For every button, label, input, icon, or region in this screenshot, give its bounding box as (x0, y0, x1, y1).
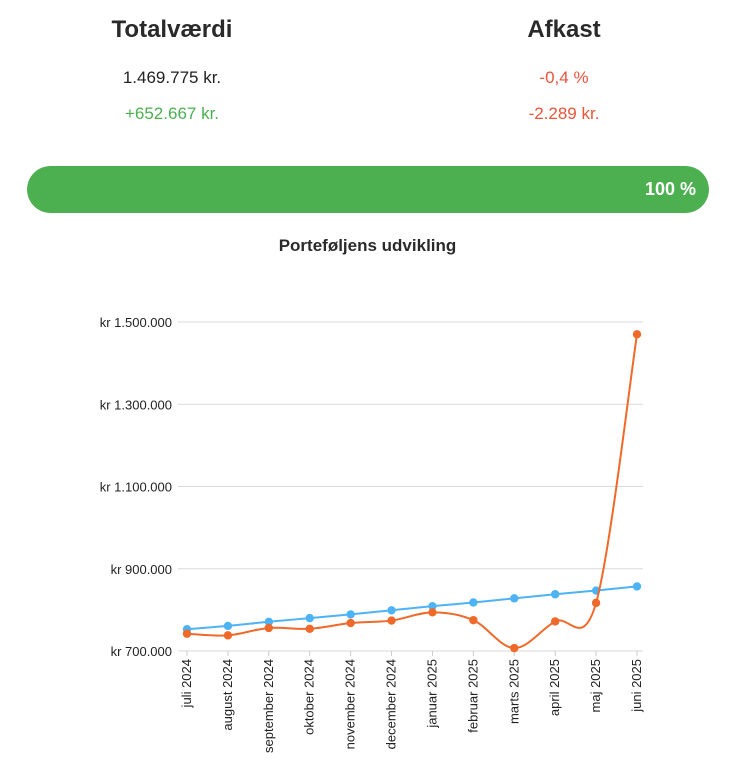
return-block: Afkast -0,4 % -2.289 kr. (414, 0, 714, 125)
data-point (387, 616, 396, 625)
x-tick-label: februar 2025 (465, 659, 480, 733)
data-point (223, 621, 233, 631)
data-point (428, 608, 437, 617)
x-tick-label: december 2024 (384, 659, 399, 749)
x-tick-label: april 2025 (547, 659, 562, 716)
x-tick-label: juni 2025 (629, 659, 644, 713)
return-amount: -2.289 kr. (528, 104, 600, 123)
progress-label: 100 % (644, 179, 696, 199)
data-point (264, 623, 274, 633)
total-value-change: +652.667 kr. (124, 104, 220, 123)
series-line (186, 585, 638, 631)
data-point (510, 643, 519, 653)
y-tick-label: kr 700.000 (111, 644, 172, 659)
progress-fill (27, 166, 709, 213)
y-tick-label: kr 1.300.000 (100, 397, 172, 412)
data-point (305, 613, 314, 623)
total-value-title: Totalværdi (111, 16, 233, 43)
total-value-amount: 1.469.775 kr. (122, 68, 222, 87)
return-percent: -0,4 % (539, 68, 589, 87)
x-tick-label: august 2024 (220, 659, 235, 731)
y-tick-label: kr 900.000 (111, 562, 172, 577)
data-point (428, 601, 437, 611)
x-tick-label: marts 2025 (506, 659, 521, 724)
x-tick-label: januar 2025 (424, 659, 439, 729)
data-point (469, 598, 478, 607)
chart-title: Porteføljens udvikling (278, 236, 457, 255)
series-line (186, 334, 638, 650)
data-point (550, 617, 560, 626)
y-tick-label: kr 1.500.000 (100, 315, 172, 330)
total-value-block: Totalværdi 1.469.775 kr. +652.667 kr. (22, 0, 322, 125)
x-tick-label: oktober 2024 (302, 659, 317, 735)
data-point (305, 624, 314, 633)
x-tick-label: juli 2024 (179, 659, 194, 708)
data-point (223, 631, 233, 640)
data-point (182, 629, 192, 638)
return-title: Afkast (527, 16, 601, 43)
x-tick-label: september 2024 (261, 659, 276, 753)
y-tick-label: kr 1.100.000 (100, 480, 172, 495)
data-point (550, 590, 560, 599)
data-point (632, 582, 642, 591)
data-point (387, 606, 396, 615)
data-point (510, 594, 519, 603)
data-point (591, 598, 601, 608)
progress-bar: 100 % (27, 166, 709, 213)
data-point (264, 617, 274, 627)
x-tick-label: maj 2025 (588, 659, 603, 712)
data-point (346, 610, 355, 619)
x-tick-label: november 2024 (343, 659, 358, 749)
data-point (346, 618, 355, 628)
data-point (632, 330, 642, 339)
data-point (469, 615, 478, 625)
